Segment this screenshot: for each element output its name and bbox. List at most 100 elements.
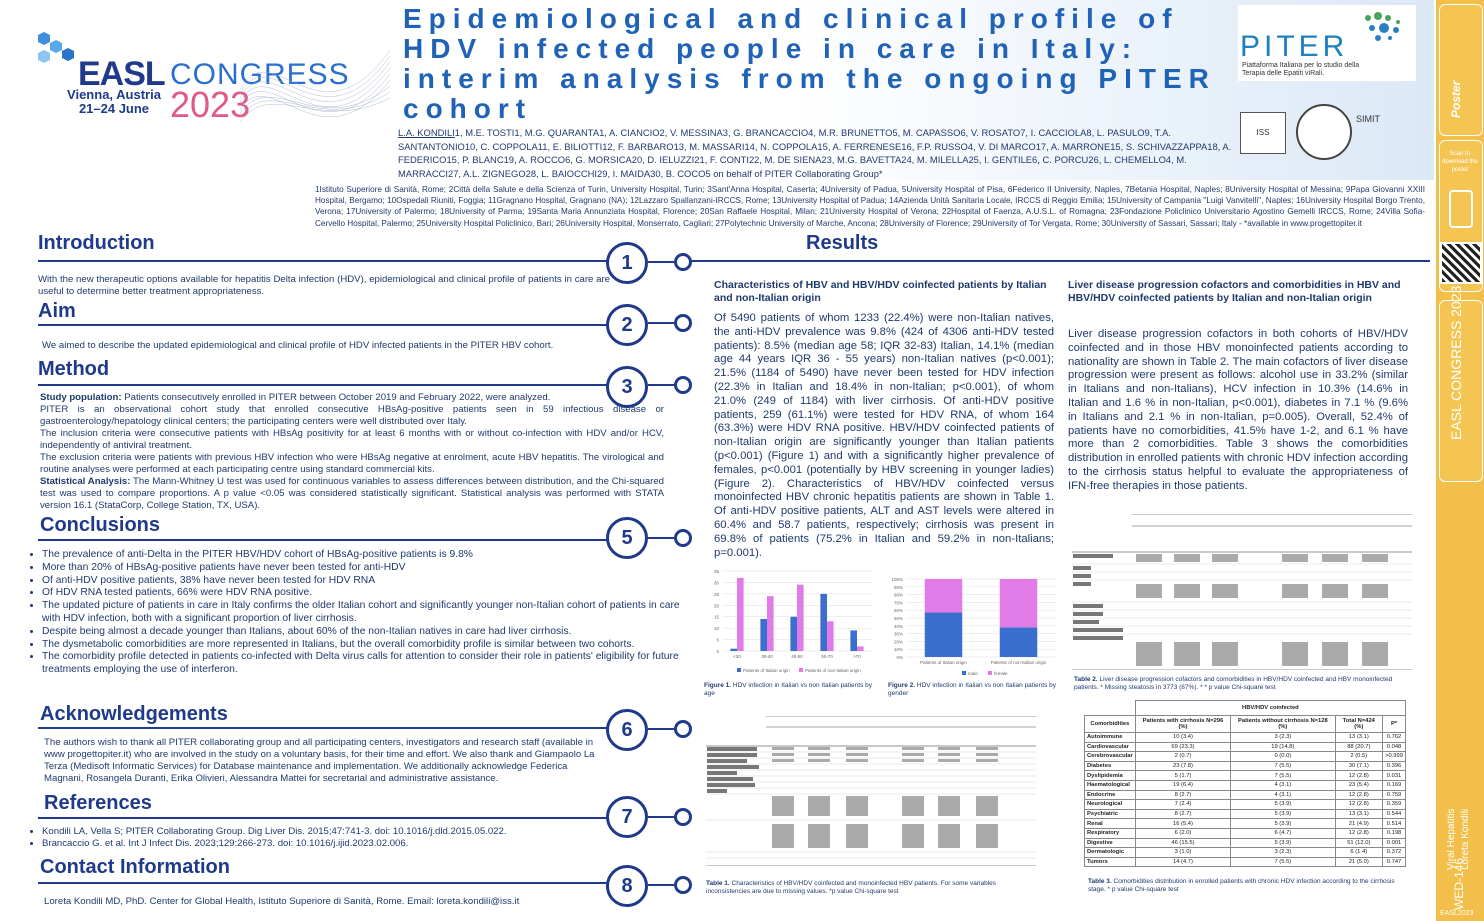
first-author: L.A. KONDILI xyxy=(398,127,455,138)
y-tick-label: 0% xyxy=(896,655,903,660)
table-cell: 51 (12.0) xyxy=(1334,837,1384,849)
table-cell: Digestive xyxy=(1084,837,1136,849)
table-cell: Respiratory xyxy=(1084,827,1136,839)
acknowledgements-rule xyxy=(38,727,612,729)
congress-word: CONGRESS xyxy=(170,58,350,91)
bar xyxy=(827,621,834,651)
table-cell: 0.001 xyxy=(1382,837,1406,849)
conclusion-item: The dysmetabolic comorbidities are more … xyxy=(42,639,680,652)
table-cell: 8 (2.7) xyxy=(1134,808,1232,820)
y-tick-label: 25 xyxy=(714,592,720,597)
table-cell: Neurological xyxy=(1084,799,1136,810)
connector xyxy=(648,322,674,324)
table-cell: 5 (3.9) xyxy=(1230,837,1336,849)
affiliations: 1Istituto Superiore di Sanità, Rome; 2Ci… xyxy=(315,185,1425,228)
bar xyxy=(737,577,744,651)
connector xyxy=(648,884,674,886)
figure-2-gender-chart: 0% 10% 20% 30% 40% 50% 60% 70% 80% 90% 100% Patient… xyxy=(891,577,1056,676)
bar xyxy=(790,616,797,651)
table-cell: 0.747 xyxy=(1382,856,1406,868)
aim-heading: Aim xyxy=(38,300,76,322)
table-cell: 0.169 xyxy=(1382,779,1406,791)
side-congress-label: EASL CONGRESS 2023 xyxy=(1448,285,1464,440)
connector xyxy=(648,537,674,539)
table-cell: 12 (2.8) xyxy=(1334,770,1384,781)
y-tick-label: 35 xyxy=(714,569,720,574)
table-1 xyxy=(706,715,1036,867)
connector-dot xyxy=(674,808,692,826)
acknowledgements-text: The authors wish to thank all PITER coll… xyxy=(44,737,595,784)
table-cell: 0.514 xyxy=(1382,818,1406,829)
y-tick-label: 5 xyxy=(716,638,719,643)
bar-segment xyxy=(999,579,1038,628)
table-row: Autoimmune 10 (3.4) 3 (2.3) 13 (3.1) 0.762 xyxy=(1084,732,1406,743)
table-row: Respiratory 6 (2.0) 6 (4.7) 12 (2.8) 0.198 xyxy=(1084,827,1406,839)
table-cell: Psychiatric xyxy=(1084,808,1136,820)
strip-footer: EASL2023 xyxy=(1440,910,1474,917)
table-cell: 7 (5.5) xyxy=(1230,760,1336,772)
references-list: Kondili LA, Vella S; PITER Collaborating… xyxy=(30,826,610,850)
table-cell: 12 (2.8) xyxy=(1334,789,1384,801)
connector xyxy=(648,816,674,818)
connector-dot xyxy=(674,529,692,547)
table-cell: 13 (3.1) xyxy=(1334,732,1384,743)
section-number-1: 1 xyxy=(606,242,648,284)
table-cell: 0.031 xyxy=(1382,770,1406,781)
x-tick-label: <30 xyxy=(733,654,741,659)
x-tick-label: Patients of non-Italian origin xyxy=(991,660,1047,665)
table-cell: 0.762 xyxy=(1382,732,1406,743)
legend-swatch xyxy=(737,668,741,672)
table-cell: 10 (3.4) xyxy=(1134,732,1232,743)
bar xyxy=(850,630,857,651)
x-tick-label: Patients of Italian origin xyxy=(920,660,967,665)
legend-label: Patients of Italian origin xyxy=(743,668,790,673)
y-tick-label: 30 xyxy=(714,580,720,585)
section-number-8: 8 xyxy=(606,865,648,907)
bar xyxy=(760,619,767,651)
table-cell: 46 (15.5) xyxy=(1134,837,1232,849)
poster-label: Poster xyxy=(1449,80,1463,118)
y-tick-label: 90% xyxy=(894,585,903,590)
table-cell: Cerebrovascular xyxy=(1084,751,1136,762)
table-3-column-header: Patients with cirrhosis N=296 (%) xyxy=(1134,715,1232,733)
connector xyxy=(648,261,674,263)
table-3-column-header: Patients without cirrhosis N=128 (%) xyxy=(1230,715,1336,733)
scan-label: Scan to download the poster xyxy=(1442,151,1478,173)
table-cell: 6 (1.4) xyxy=(1334,847,1384,858)
table-cell: 14 (4.7) xyxy=(1134,856,1232,868)
congress-year: 2023 xyxy=(170,84,251,125)
connector xyxy=(648,384,674,386)
y-tick-label: 70% xyxy=(894,600,903,605)
piter-subtitle: Piattaforma Italiana per lo studio della… xyxy=(1242,62,1360,77)
y-tick-label: 0 xyxy=(716,649,719,654)
y-tick-label: 20 xyxy=(714,603,720,608)
y-tick-label: 50% xyxy=(894,616,903,621)
table-row: Dyslipidemia 5 (1.7) 7 (5.5) 12 (2.8) 0.031 xyxy=(1084,770,1406,781)
table-cell: 16 (5.4) xyxy=(1134,818,1232,829)
table-cell: 23 (5.4) xyxy=(1334,779,1384,791)
table-2-grid xyxy=(1072,513,1412,671)
legend-swatch xyxy=(988,671,992,675)
table-cell: Diabetes xyxy=(1084,760,1136,772)
simit-logo: SIMIT xyxy=(1356,114,1380,124)
table-cell: 8 (2.7) xyxy=(1134,789,1232,801)
table-3-column-header: P* xyxy=(1382,715,1406,733)
table-cell: 2 (0.7) xyxy=(1134,751,1232,762)
poster-title: Epidemiological and clinical profile of … xyxy=(403,3,1216,124)
table-3-column-header: Total N=424 (%) xyxy=(1334,715,1384,733)
section-number-7: 7 xyxy=(606,796,648,838)
table-row: Digestive 46 (15.5) 5 (3.9) 51 (12.0) 0.001 xyxy=(1084,837,1406,849)
y-tick-label: 40% xyxy=(894,624,903,629)
table-cell: 0.198 xyxy=(1382,827,1406,839)
table-1-grid xyxy=(706,715,1036,867)
section-number-3: 3 xyxy=(606,366,648,408)
table-cell: Haematological xyxy=(1084,779,1136,791)
conclusion-item: Of HDV RNA tested patients, 66% were HDV… xyxy=(42,587,680,600)
contact-heading: Contact Information xyxy=(40,856,230,878)
table-cell: Tumors xyxy=(1084,856,1136,868)
table-cell: 0.396 xyxy=(1382,760,1406,772)
table-cell: 19 (6.4) xyxy=(1134,779,1232,791)
qr-code[interactable] xyxy=(1440,242,1482,284)
table-cell: 6 (2.0) xyxy=(1134,827,1232,839)
table-cell: 5 (3.9) xyxy=(1230,799,1336,810)
